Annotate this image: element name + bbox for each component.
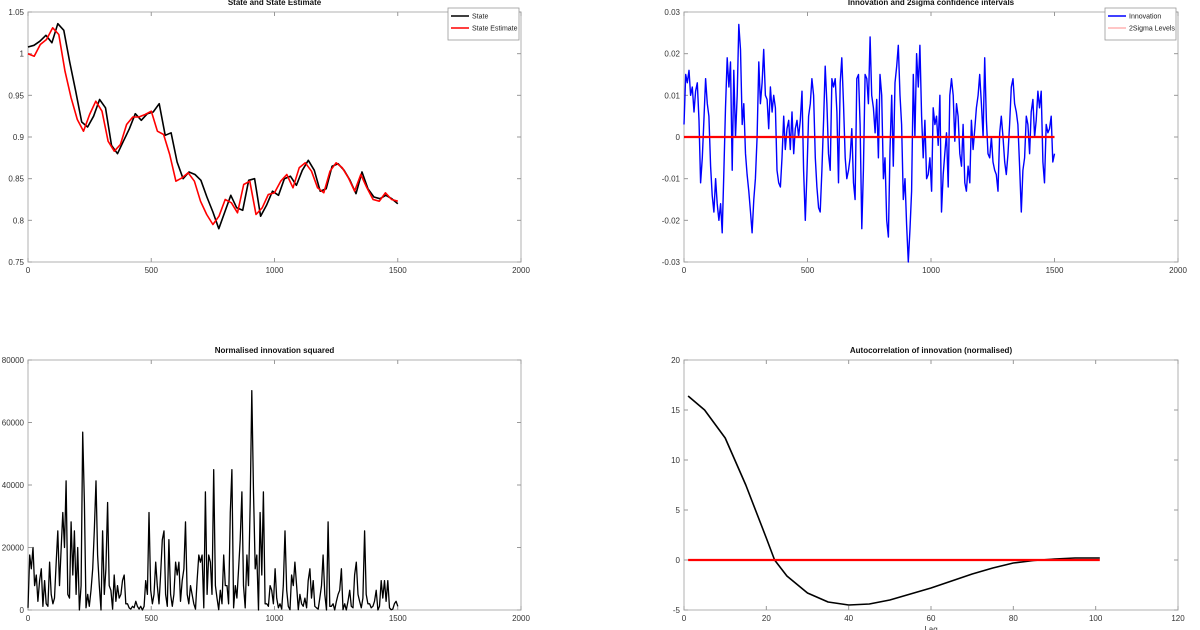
y-tick-label: 1.05 (8, 8, 24, 17)
y-tick-label: 0 (676, 133, 681, 142)
legend-label: State (472, 14, 488, 21)
y-tick-label: 0.03 (664, 8, 680, 17)
series-line-state (27, 22, 399, 230)
y-tick-label: -0.03 (662, 258, 681, 267)
y-tick-label: 20 (671, 356, 680, 365)
y-tick-label: 10 (671, 456, 680, 465)
legend-label: 2Sigma Levels (1129, 26, 1175, 33)
y-tick-label: 1 (20, 50, 25, 59)
y-tick-label: 0.75 (8, 258, 24, 267)
y-tick-label: 20000 (2, 544, 25, 553)
x-tick-label: 2000 (512, 614, 530, 623)
series-line-state-estimate (27, 26, 399, 226)
y-tick-label: 15 (671, 406, 680, 415)
subplot-2: 0 500 1000 1500 2000 -0.03 -0.02 -0.01 0 0.01 0.02… (662, 0, 1188, 275)
x-tick-label: 0 (682, 266, 687, 275)
legend-label: State Estimate (472, 26, 518, 33)
x-tick-label: 1500 (389, 614, 407, 623)
x-tick-label: 1500 (389, 266, 407, 275)
x-tick-label: 80 (1009, 614, 1018, 623)
y-tick-label: -0.01 (662, 175, 681, 184)
x-tick-label: 1000 (266, 614, 284, 623)
legend: State State Estimate (447, 7, 520, 41)
subplot-4: 0 20 40 60 80 100 120-505101520Autocorrelation… (671, 346, 1185, 630)
y-tick-label: 0 (676, 556, 681, 565)
subplot-1: 0 500 1000 1500 2000 0.75 0.8 0.85 0.9 0.95 1 1.05 S… (8, 0, 530, 275)
legend: Innovation 2Sigma Levels (1104, 7, 1177, 41)
x-tick-label: 20 (762, 614, 771, 623)
y-tick-label: 0.02 (664, 50, 680, 59)
chart-title: Normalised innovation squared (215, 346, 335, 355)
legend-label: Innovation (1129, 14, 1161, 21)
x-tick-label: 1500 (1046, 266, 1064, 275)
x-tick-label: 60 (927, 614, 936, 623)
x-tick-label: 0 (26, 266, 31, 275)
y-tick-label: 60000 (2, 419, 25, 428)
x-tick-label: 0 (26, 614, 31, 623)
x-tick-label: 120 (1171, 614, 1185, 623)
x-axis-label: Lag (924, 625, 937, 630)
chart-title: Autocorrelation of innovation (normalise… (850, 346, 1013, 355)
y-tick-label: 80000 (2, 356, 25, 365)
y-tick-label: -5 (673, 606, 681, 615)
series-line-0 (687, 395, 1100, 606)
x-tick-label: 500 (145, 614, 159, 623)
series-line-innovation (683, 23, 1056, 263)
x-tick-label: 1000 (922, 266, 940, 275)
y-tick-label: 5 (676, 506, 681, 515)
series-line-0 (27, 389, 399, 611)
y-tick-label: 40000 (2, 481, 25, 490)
y-tick-label: 0.95 (8, 91, 24, 100)
y-tick-label: 0.8 (13, 216, 25, 225)
legend-box (447, 7, 520, 41)
chart-title: State and State Estimate (228, 0, 322, 7)
y-tick-label: 0.85 (8, 175, 24, 184)
chart-title: Innovation and 2sigma confidence interva… (848, 0, 1015, 7)
axes-box (27, 11, 522, 263)
y-tick-label: 0.01 (664, 91, 680, 100)
x-tick-label: 0 (682, 614, 687, 623)
y-tick-label: 0.9 (13, 133, 25, 142)
x-tick-label: 500 (145, 266, 159, 275)
x-tick-label: 2000 (1169, 266, 1187, 275)
x-tick-label: 500 (801, 266, 815, 275)
y-tick-label: 0 (20, 606, 25, 615)
y-tick-label: -0.02 (662, 216, 681, 225)
x-tick-label: 2000 (512, 266, 530, 275)
axes-box (683, 359, 1179, 611)
legend-box (1104, 7, 1177, 41)
x-tick-label: 100 (1089, 614, 1103, 623)
subplot-3: 0 500 1000 1500 2000020000400006000080000Nor… (2, 346, 531, 623)
x-tick-label: 1000 (266, 266, 284, 275)
x-tick-label: 40 (844, 614, 853, 623)
